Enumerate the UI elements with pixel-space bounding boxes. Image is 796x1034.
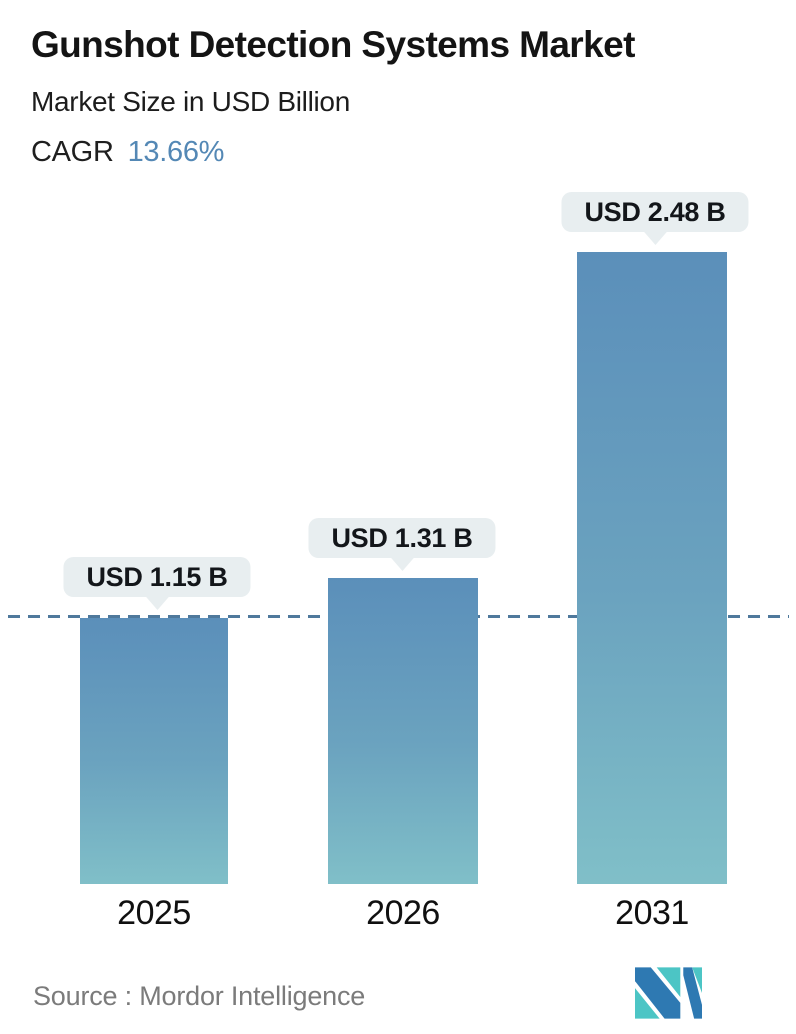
source-attribution: Source : Mordor Intelligence [33,981,366,1011]
x-axis-label-2026: 2026 [366,894,440,932]
chart-subtitle: Market Size in USD Billion [31,86,350,117]
page-title: Gunshot Detection Systems Market [31,24,635,65]
bar-2031 [577,252,727,884]
x-axis-label-2031: 2031 [615,894,689,932]
bar-2026 [328,578,478,884]
cagr-label: CAGR [31,136,114,168]
mordor-intelligence-logo [635,967,702,1019]
value-tooltip-2031: USD 2.48 B [561,192,749,232]
value-tooltip-2025: USD 1.15 B [63,557,251,597]
bar-2025 [80,618,228,884]
value-tooltip-2026: USD 1.31 B [308,518,496,558]
cagr-row: CAGR 13.66% [31,136,224,169]
x-axis-label-2025: 2025 [117,894,191,932]
cagr-value: 13.66% [127,136,225,168]
